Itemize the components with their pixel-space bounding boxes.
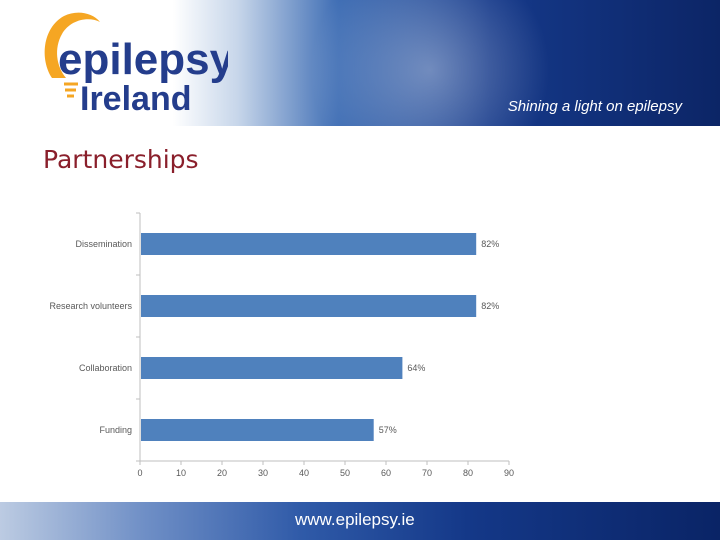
data-label: 57%: [379, 425, 397, 435]
x-tick-label: 80: [463, 468, 473, 478]
data-label: 64%: [407, 363, 425, 373]
logo-flame-icon: [44, 12, 100, 98]
epilepsy-ireland-logo: epilepsy Ireland: [44, 12, 228, 118]
x-tick-label: 70: [422, 468, 432, 478]
x-tick-label: 30: [258, 468, 268, 478]
header-glow: [300, 0, 560, 126]
bar-dissemination: [141, 233, 477, 255]
x-tick-label: 20: [217, 468, 227, 478]
category-label: Research volunteers: [49, 301, 132, 311]
x-tick-label: 60: [381, 468, 391, 478]
x-tick-label: 10: [176, 468, 186, 478]
slide-footer: www.epilepsy.ie: [0, 502, 720, 540]
x-tick-label: 40: [299, 468, 309, 478]
x-tick-label: 50: [340, 468, 350, 478]
partnerships-bar-chart: 0 10 20 30 40 50 60 70 80 90 Dissemination 82% Resea…: [49, 212, 514, 478]
bar-funding: [141, 419, 374, 441]
header-tagline: Shining a light on epilepsy: [507, 98, 682, 115]
x-tick-label: 90: [504, 468, 514, 478]
logo-wordmark-ireland: Ireland: [80, 80, 191, 118]
data-label: 82%: [481, 239, 499, 249]
x-tick-label: 0: [137, 468, 142, 478]
category-label: Dissemination: [75, 239, 132, 249]
logo-wordmark-epilepsy: epilepsy: [58, 35, 228, 84]
slide-header: epilepsy Ireland Shining a light on epil…: [0, 0, 720, 126]
bar-collaboration: [141, 357, 403, 379]
data-label: 82%: [481, 301, 499, 311]
category-label: Funding: [99, 425, 132, 435]
page-title: Partnerships: [43, 145, 199, 174]
footer-url[interactable]: www.epilepsy.ie: [295, 510, 415, 529]
bar-research-volunteers: [141, 295, 477, 317]
category-label: Collaboration: [79, 363, 132, 373]
